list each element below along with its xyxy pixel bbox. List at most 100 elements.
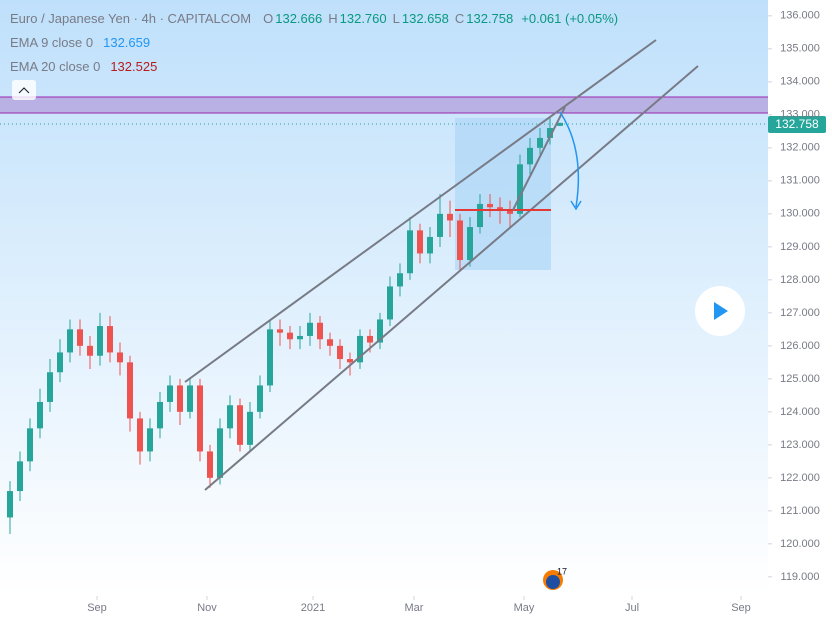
channel-upper: [184, 39, 657, 383]
candle-body: [167, 385, 173, 402]
candle-body: [257, 385, 263, 412]
last-price-box: [768, 116, 826, 133]
indicator-row: EMA 20 close 0 132.525: [10, 58, 618, 76]
ohlc-value: 132.758: [466, 11, 514, 26]
x-tick-label: Sep: [731, 602, 751, 614]
event-badge-flag: [546, 575, 560, 589]
y-tick-label: 135.000: [780, 43, 820, 55]
candle-body: [17, 461, 23, 492]
candle-body: [67, 329, 73, 353]
indicators: EMA 9 close 0 132.659 EMA 20 close 0 132.52…: [10, 34, 618, 76]
x-tick-label: Mar: [405, 602, 424, 614]
ohlc-value: 132.666: [275, 11, 323, 26]
candle-body: [507, 210, 513, 214]
collapse-button[interactable]: [12, 80, 36, 100]
x-tick-label: May: [514, 602, 535, 614]
candle-body: [357, 335, 363, 363]
y-tick-label: 119.000: [781, 571, 820, 583]
y-tick-label: 125.000: [780, 373, 820, 385]
y-tick-label: 127.000: [780, 307, 820, 319]
candle-body: [147, 428, 153, 452]
candle-body: [307, 322, 313, 336]
candle-body: [537, 137, 543, 148]
candle-body: [437, 213, 443, 237]
ohlc: O 132.666 H 132.760 L 132.658 C 132.758: [263, 10, 517, 28]
candle-body: [107, 326, 113, 353]
y-tick-label: 122.000: [780, 472, 820, 484]
candle-body: [397, 273, 403, 287]
candle-body: [197, 385, 203, 452]
ohlc-value: 132.760: [339, 11, 387, 26]
event-count: 17: [557, 566, 567, 576]
candle-body: [457, 220, 463, 261]
candle-body: [77, 329, 83, 346]
candle-body: [547, 128, 553, 138]
candle-body: [367, 335, 373, 343]
ohlc-key: C: [454, 11, 465, 26]
candle-body: [137, 418, 143, 452]
forecast-arrow: [559, 111, 582, 211]
ohlc-key: H: [328, 11, 338, 26]
candle-body: [277, 329, 283, 333]
resistance-zone: [0, 97, 768, 113]
ohlc-key: L: [392, 11, 400, 26]
candle-body: [207, 451, 213, 478]
candle-body: [37, 401, 43, 429]
indicator-row: EMA 9 close 0 132.659: [10, 34, 618, 52]
channel-lower: [204, 65, 699, 491]
candle-body: [497, 207, 503, 211]
chevron-icon: [18, 87, 30, 94]
y-tick-label: 121.000: [780, 505, 820, 517]
candle-body: [447, 213, 453, 221]
x-tick-label: Sep: [87, 602, 107, 614]
candle-body: [287, 332, 293, 340]
candle-body: [527, 147, 533, 165]
ohlc-key: O: [263, 11, 274, 26]
candle-body: [127, 362, 133, 419]
candle-body: [347, 359, 353, 363]
trend-line: [512, 106, 566, 211]
candle-body: [427, 236, 433, 254]
candle-body: [217, 428, 223, 478]
candle-body: [117, 352, 123, 363]
x-tick-label: Jul: [625, 602, 639, 614]
y-tick-label: 136.000: [780, 10, 820, 22]
candle-body: [337, 345, 343, 360]
x-tick-label: 2021: [301, 602, 325, 614]
y-tick-label: 134.000: [780, 76, 820, 88]
y-tick-label: 124.000: [780, 406, 820, 418]
y-tick-label: 130.000: [780, 208, 820, 220]
indicator-name: EMA 9 close 0: [10, 35, 94, 50]
indicator-value: 132.659: [103, 35, 151, 50]
candle-body: [467, 227, 473, 261]
candle-body: [487, 203, 493, 208]
last-price-label: 132.758: [775, 117, 819, 131]
ohlc-value: 132.658: [401, 11, 449, 26]
y-tick-label: 123.000: [780, 439, 820, 451]
y-tick-label: 126.000: [780, 340, 820, 352]
time-axis-background: [0, 596, 768, 622]
change: +0.061 (+0.05%): [521, 11, 619, 26]
candle-body: [7, 491, 13, 518]
candle-body: [247, 411, 253, 445]
candle-body: [157, 401, 163, 429]
candle-body: [237, 405, 243, 445]
candle-body: [327, 339, 333, 346]
y-tick-label: 133.000: [780, 109, 820, 121]
candle-body: [517, 164, 523, 214]
candle-body: [187, 385, 193, 412]
indicator-value: 132.525: [110, 59, 158, 74]
candle-body: [377, 319, 383, 343]
candle-body: [27, 428, 33, 462]
price-axis-background: [768, 0, 832, 622]
candle-body: [87, 345, 93, 356]
y-tick-label: 129.000: [780, 241, 820, 253]
plot-background: [0, 0, 768, 596]
candle-body: [177, 385, 183, 412]
candle-body: [47, 372, 53, 402]
y-tick-label: 132.000: [780, 142, 820, 154]
candle-body: [387, 286, 393, 320]
